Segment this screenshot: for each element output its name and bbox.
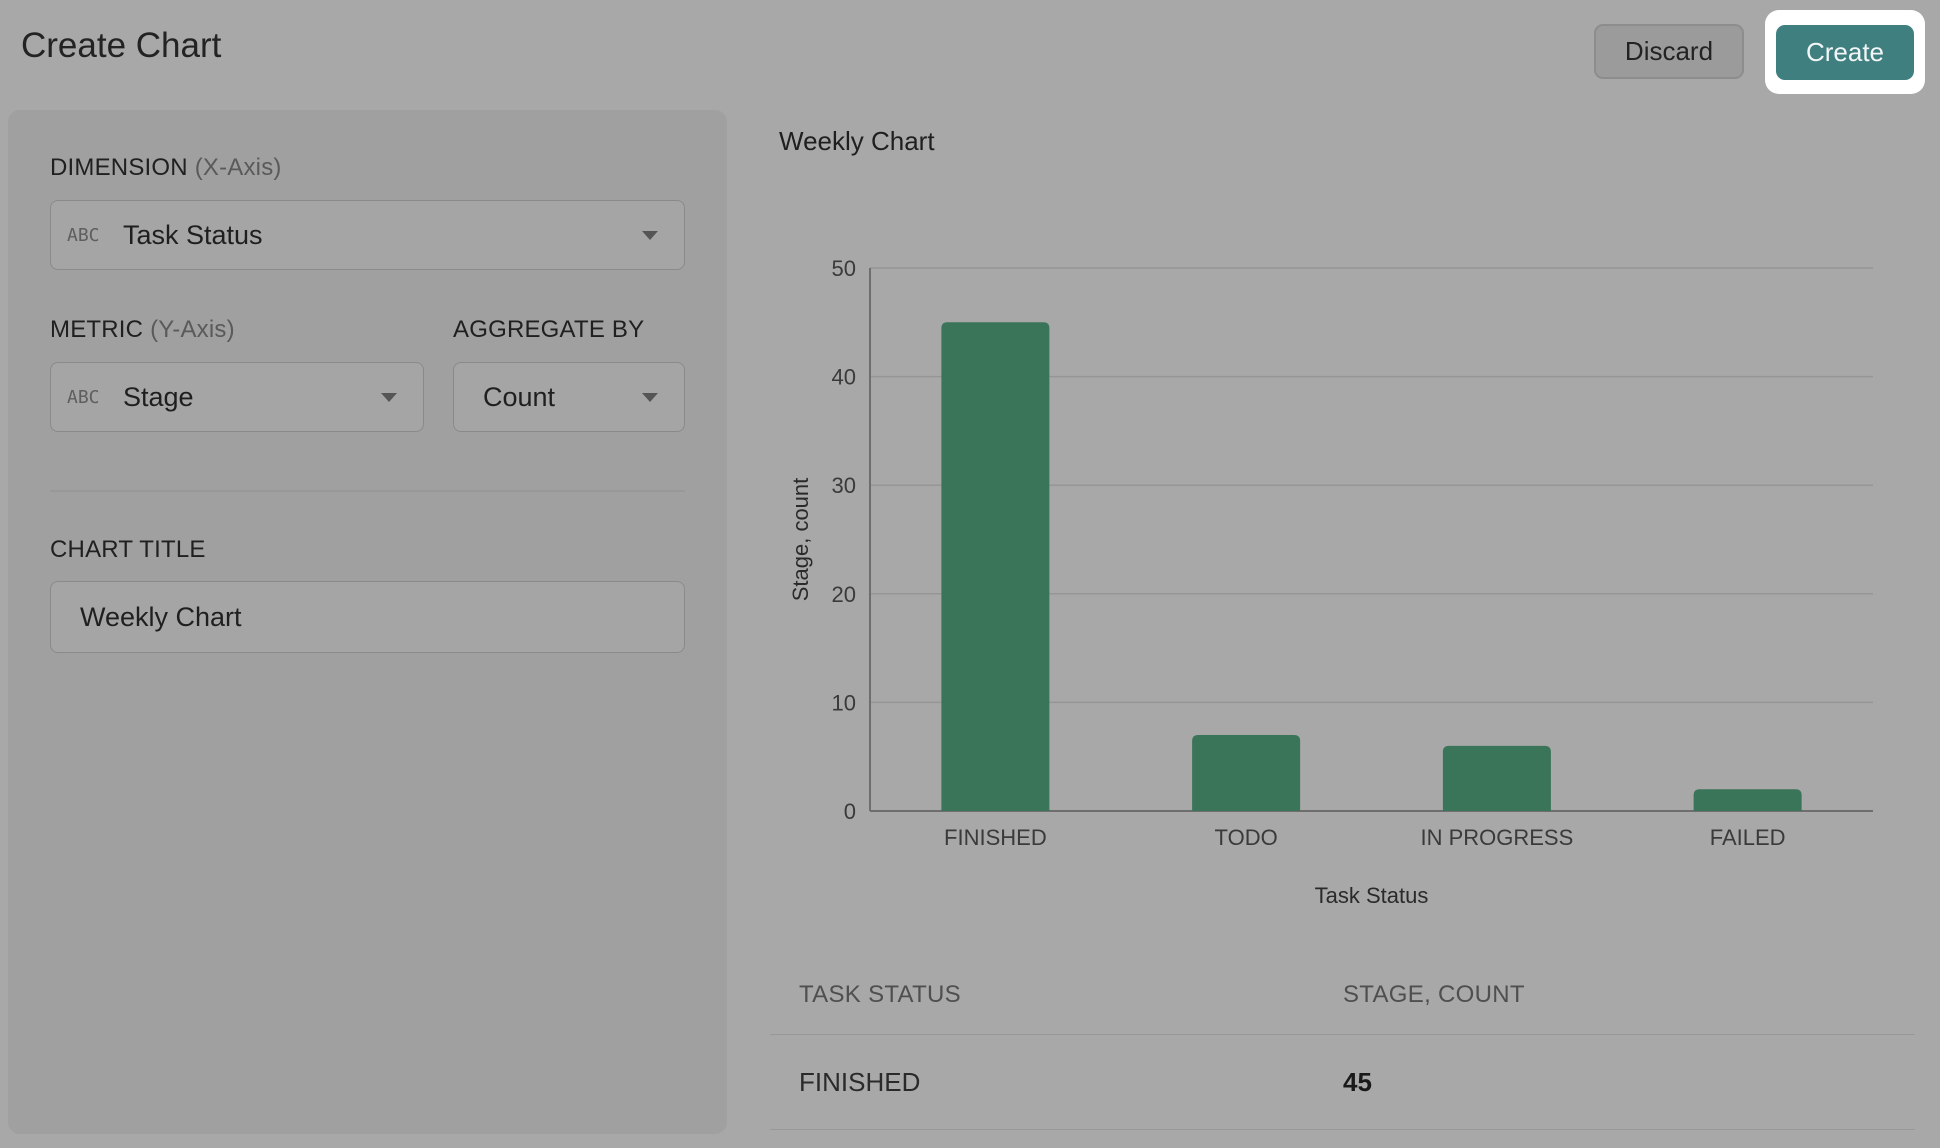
table-row: FINISHED 45 [770, 1035, 1915, 1130]
table-header-stage-count: STAGE, COUNT [1343, 980, 1525, 1008]
chevron-down-icon [642, 230, 658, 240]
aggregate-select-value: Count [483, 381, 556, 412]
metric-hint: (Y-Axis) [150, 316, 235, 343]
metric-select[interactable]: ABC Stage [50, 362, 424, 432]
text-type-badge: ABC [67, 224, 100, 246]
dimension-hint: (X-Axis) [194, 154, 282, 181]
page-title: Create Chart [21, 26, 222, 65]
section-divider [50, 490, 685, 492]
y-axis-label: Stage, count [788, 478, 813, 602]
metric-label-text: METRIC [50, 316, 144, 343]
discard-button[interactable]: Discard [1594, 24, 1744, 79]
dimension-select-value: Task Status [123, 219, 263, 250]
aggregate-select[interactable]: Count [453, 362, 685, 432]
table-header: TASK STATUS STAGE, COUNT [770, 955, 1915, 1035]
y-tick-label: 30 [832, 473, 856, 498]
bar-chart: 0 10 20 30 40 50 FINISHED TODO IN PROGRESS FAILED… [788, 256, 1873, 908]
metric-label: METRIC (Y-Axis) [50, 316, 235, 344]
chart-title: Weekly Chart [779, 126, 935, 156]
x-tick-label: IN PROGRESS [1420, 825, 1573, 850]
y-tick-label: 10 [832, 690, 856, 715]
table-cell-status: FINISHED [799, 1066, 921, 1097]
x-tick-label: FAILED [1710, 825, 1786, 850]
aggregate-label: AGGREGATE BY [453, 316, 645, 343]
y-tick-label: 40 [832, 365, 856, 390]
bar [1442, 745, 1551, 811]
table-header-task-status: TASK STATUS [799, 980, 961, 1008]
y-tick-label: 50 [832, 256, 856, 281]
create-button[interactable]: Create [1776, 25, 1914, 80]
dimension-select[interactable]: ABC Task Status [50, 200, 685, 270]
metric-select-value: Stage [123, 381, 194, 412]
bar [1192, 734, 1301, 811]
bar [941, 322, 1050, 811]
x-tick-label: FINISHED [944, 825, 1047, 850]
table-cell-count: 45 [1343, 1066, 1372, 1097]
y-tick-label: 0 [844, 799, 856, 824]
y-tick-label: 20 [832, 582, 856, 607]
data-table: TASK STATUS STAGE, COUNT FINISHED 45 [770, 955, 1915, 1130]
dimension-label-text: DIMENSION [50, 154, 188, 181]
x-axis-label: Task Status [1315, 883, 1429, 908]
chart-title-input[interactable] [50, 581, 685, 653]
bar [1693, 789, 1802, 811]
dimension-label: DIMENSION (X-Axis) [50, 154, 282, 182]
chart-title-label: CHART TITLE [50, 536, 206, 563]
chevron-down-icon [381, 392, 397, 402]
x-tick-label: TODO [1215, 825, 1278, 850]
text-type-badge: ABC [67, 386, 100, 408]
chevron-down-icon [642, 392, 658, 402]
